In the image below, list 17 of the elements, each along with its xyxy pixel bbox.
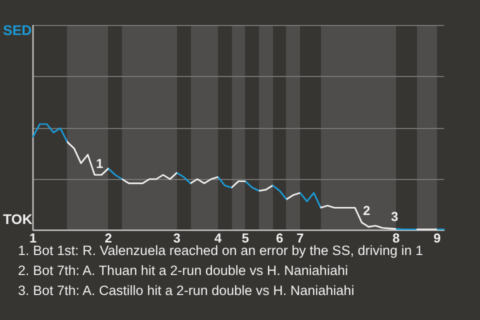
x-tick-label: 5 (242, 230, 249, 246)
text: 2. Bot 7th: A. Thuan hit a 2-run double vs H. Naniahiahi (18, 262, 349, 280)
text: 1. Bot 1st: R. Valenzuela reached on an error by the SS, driving in 1 (18, 243, 423, 260)
text: TOK (3, 211, 32, 227)
annotation: 1 (96, 156, 104, 171)
x-tick-label: 2 (104, 230, 112, 246)
annotation: 3 (391, 209, 398, 224)
text: SED (3, 22, 32, 38)
x-tick-label: 1 (29, 230, 37, 246)
x-tick-label: 9 (434, 230, 441, 246)
x-tick-label: 7 (296, 230, 304, 246)
annotation: 2 (363, 203, 370, 218)
x-tick-label: 4 (214, 230, 222, 246)
text: 3. Bot 7th: A. Castillo hit a 2-run double vs H. Naniahiahi (18, 282, 356, 300)
x-tick-label: 3 (173, 230, 180, 246)
x-tick-label: 8 (392, 230, 400, 246)
x-tick-label: 6 (276, 230, 284, 246)
